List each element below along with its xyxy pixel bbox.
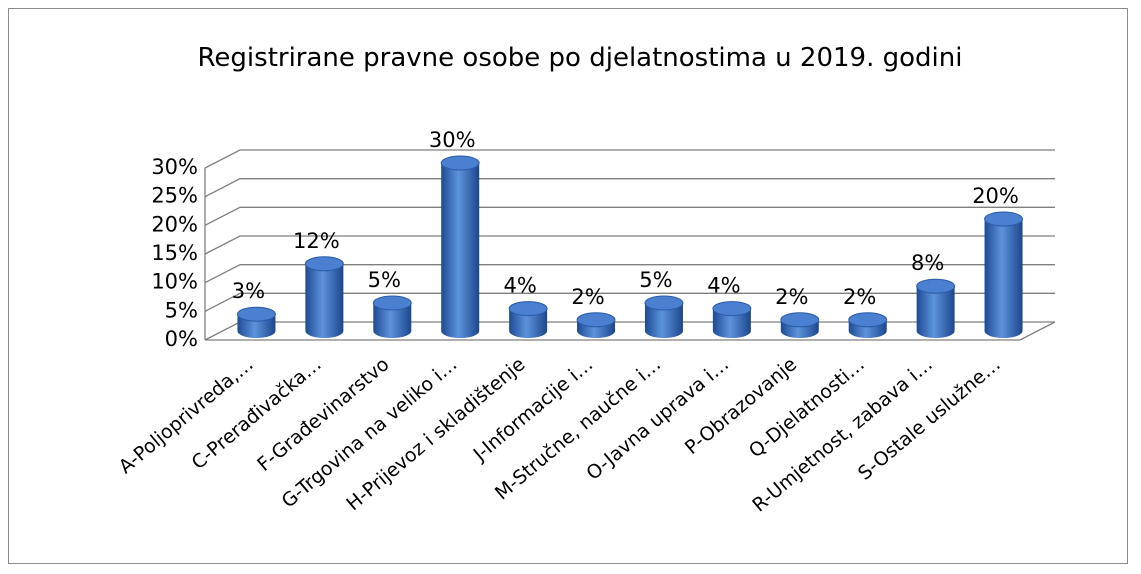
data-label: 2% bbox=[843, 285, 876, 309]
bar-part bbox=[916, 278, 956, 294]
x-tick-label: Q-Djelatnosti… bbox=[745, 353, 869, 462]
grid-line bbox=[204, 178, 1055, 198]
bar-part bbox=[441, 163, 480, 339]
y-tick-label: 0% bbox=[165, 327, 198, 351]
data-label: 8% bbox=[911, 251, 944, 275]
y-tick-label: 25% bbox=[151, 184, 198, 208]
chart-title: Registrirane pravne osobe po djelatnosti… bbox=[197, 43, 963, 73]
y-tick-label: 20% bbox=[151, 212, 198, 236]
bar bbox=[372, 295, 412, 339]
bar bbox=[916, 278, 956, 339]
bar-part bbox=[712, 308, 751, 339]
grid-line bbox=[204, 292, 1055, 312]
bar-part bbox=[916, 286, 955, 339]
data-label: 20% bbox=[972, 184, 1019, 208]
bar-part bbox=[984, 211, 1024, 227]
data-label: 30% bbox=[429, 128, 476, 152]
bar bbox=[236, 306, 276, 338]
bar-part bbox=[440, 155, 480, 171]
bar bbox=[440, 155, 480, 339]
y-tick-label: 30% bbox=[151, 155, 198, 179]
y-tick-label: 5% bbox=[165, 298, 198, 322]
y-tick-label: 10% bbox=[151, 270, 198, 294]
data-label: 2% bbox=[775, 285, 808, 309]
data-label: 3% bbox=[232, 279, 265, 303]
bar bbox=[712, 301, 752, 339]
data-label: 12% bbox=[293, 229, 340, 253]
data-label: 5% bbox=[368, 268, 401, 292]
bar bbox=[780, 312, 820, 339]
data-label: 4% bbox=[707, 274, 740, 298]
floor-edge bbox=[205, 321, 1056, 341]
data-label: 2% bbox=[571, 285, 604, 309]
bar bbox=[304, 256, 344, 339]
bar-part bbox=[984, 219, 1023, 339]
bar bbox=[984, 211, 1024, 339]
bar-part bbox=[373, 303, 412, 339]
bar-part bbox=[508, 301, 548, 317]
bar bbox=[576, 312, 616, 339]
bar-part bbox=[644, 295, 684, 311]
x-tick-label: J-Informacije i… bbox=[469, 353, 598, 466]
bar bbox=[848, 312, 888, 339]
data-label: 5% bbox=[639, 268, 672, 292]
y-tick-label: 15% bbox=[151, 241, 198, 265]
bar-part bbox=[644, 303, 683, 339]
bar-part bbox=[372, 295, 412, 311]
data-label: 4% bbox=[503, 274, 536, 298]
bar-part bbox=[780, 312, 820, 328]
bar-part bbox=[576, 312, 616, 328]
bar-part bbox=[509, 308, 548, 339]
bar-part bbox=[304, 256, 344, 272]
chart-frame bbox=[8, 8, 1128, 564]
grid-line bbox=[204, 235, 1055, 255]
grid-line bbox=[204, 149, 1055, 169]
bar-part bbox=[712, 301, 752, 317]
grid-line bbox=[204, 206, 1055, 226]
bar-part bbox=[236, 306, 276, 322]
grid-line bbox=[204, 264, 1055, 284]
bar-part bbox=[848, 312, 888, 328]
bar-part bbox=[305, 263, 344, 339]
bar bbox=[644, 295, 684, 339]
bar bbox=[508, 301, 548, 339]
